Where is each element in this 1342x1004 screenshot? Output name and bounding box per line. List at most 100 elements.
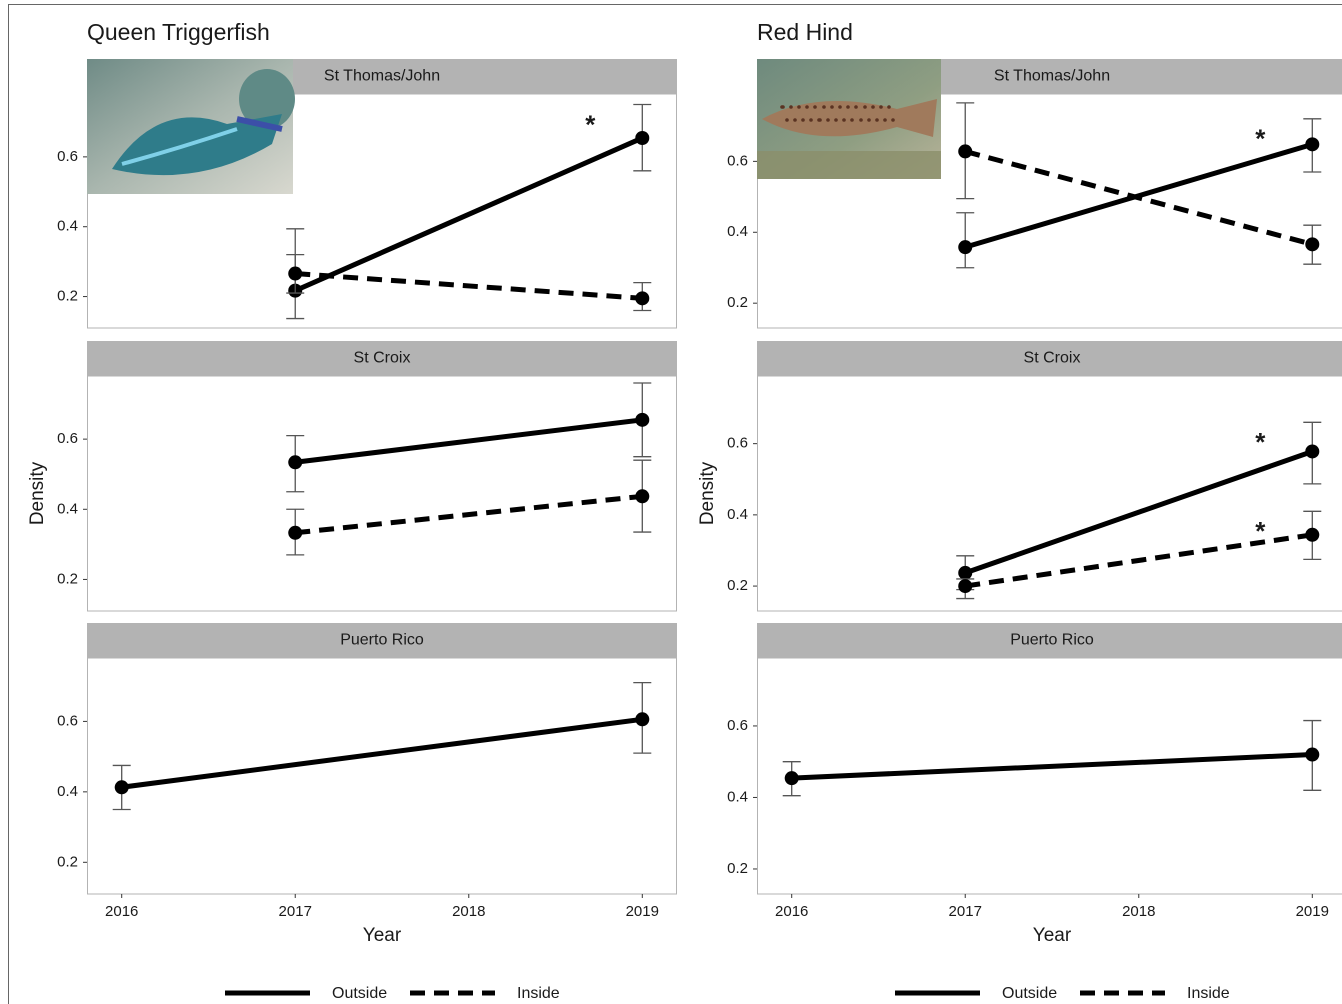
x-axis-label: Year <box>1033 925 1072 946</box>
y-tick-label: 0.2 <box>727 577 748 594</box>
data-point <box>958 579 973 594</box>
series-line <box>294 135 644 293</box>
fish-spot <box>801 118 805 122</box>
fish-spot <box>871 105 875 109</box>
data-point <box>1305 444 1320 459</box>
data-point <box>635 489 650 504</box>
legend-label: Inside <box>517 985 560 1002</box>
y-tick-label: 0.4 <box>57 500 78 517</box>
fish-spot <box>875 118 879 122</box>
fish-spot <box>883 118 887 122</box>
coral <box>239 69 295 129</box>
fish-stripe <box>236 116 283 132</box>
fish-spot <box>854 105 858 109</box>
legend-label: Outside <box>1002 985 1057 1002</box>
fish-spot <box>887 105 891 109</box>
fish-spot <box>879 105 883 109</box>
fish-spot <box>826 118 830 122</box>
fish-spot <box>785 118 789 122</box>
data-point <box>288 525 303 540</box>
y-tick-label: 0.4 <box>57 783 78 800</box>
fish-spot <box>781 105 785 109</box>
data-point <box>958 144 973 159</box>
y-axis-label: Density <box>27 461 48 525</box>
fish-spot <box>863 105 867 109</box>
fish-spot <box>822 105 826 109</box>
series-line <box>964 449 1314 576</box>
fish-spot <box>813 105 817 109</box>
x-axis-label: Year <box>363 925 402 946</box>
reef-floor <box>757 151 941 179</box>
series-line <box>964 532 1313 589</box>
significance-mark: * <box>1255 516 1266 546</box>
data-point <box>288 455 303 470</box>
chart-title: Red Hind <box>757 19 853 45</box>
y-tick-label: 0.6 <box>57 712 78 729</box>
fish-body <box>762 99 937 137</box>
y-tick-label: 0.4 <box>727 788 748 805</box>
plot-panel <box>757 657 1342 895</box>
y-axis-label: Density <box>697 461 718 525</box>
y-tick-label: 0.6 <box>727 717 748 734</box>
y-tick-label: 0.6 <box>727 152 748 169</box>
facet-strip <box>757 341 1342 376</box>
data-point <box>958 565 973 580</box>
fish-spot <box>797 105 801 109</box>
y-tick-label: 0.2 <box>727 294 748 311</box>
fish-photo <box>757 59 941 179</box>
x-tick-label: 2016 <box>105 903 138 920</box>
fish-spot <box>842 118 846 122</box>
data-point <box>1305 237 1320 252</box>
fish-photo <box>87 59 295 194</box>
data-point <box>288 266 303 281</box>
plot-panel <box>87 657 677 895</box>
fish-spot <box>793 118 797 122</box>
series-line <box>295 271 643 301</box>
significance-mark: * <box>1255 427 1266 457</box>
series-line <box>121 716 643 790</box>
chart-title: Queen Triggerfish <box>87 19 270 45</box>
series-line <box>294 493 643 536</box>
x-tick-label: 2018 <box>452 903 485 920</box>
data-point <box>114 780 129 795</box>
facet-strip <box>87 341 677 376</box>
data-point <box>635 131 650 146</box>
facet-label: St Thomas/John <box>994 68 1110 85</box>
legend-label: Inside <box>1187 985 1230 1002</box>
data-point <box>958 240 973 255</box>
fish-stripe <box>121 127 238 166</box>
x-tick-label: 2017 <box>949 903 982 920</box>
x-tick-label: 2019 <box>1296 903 1329 920</box>
series-line <box>294 417 643 465</box>
data-point <box>1305 527 1320 542</box>
fish-spot <box>805 105 809 109</box>
fish-spot <box>830 105 834 109</box>
y-tick-label: 0.2 <box>57 288 78 305</box>
data-point <box>635 291 650 306</box>
frame <box>8 4 1342 1004</box>
x-tick-label: 2018 <box>1122 903 1155 920</box>
facet-label: St Croix <box>354 350 411 367</box>
y-tick-label: 0.4 <box>727 506 748 523</box>
data-point <box>1305 747 1320 762</box>
series-line <box>791 752 1313 781</box>
facet-label: St Croix <box>1024 350 1081 367</box>
legend-label: Outside <box>332 985 387 1002</box>
x-tick-label: 2016 <box>775 903 808 920</box>
fish-spot <box>846 105 850 109</box>
fish-spot <box>859 118 863 122</box>
data-point <box>784 771 799 786</box>
data-point <box>635 712 650 727</box>
x-tick-label: 2019 <box>626 903 659 920</box>
fish-spot <box>818 118 822 122</box>
y-tick-label: 0.2 <box>727 860 748 877</box>
data-point <box>1305 137 1320 152</box>
y-tick-label: 0.4 <box>727 223 748 240</box>
series-line <box>964 149 1313 247</box>
facet-strip <box>87 623 677 658</box>
facet-label: Puerto Rico <box>340 632 424 649</box>
fish-spot <box>809 118 813 122</box>
fish-spot <box>789 105 793 109</box>
fish-body <box>112 114 282 176</box>
y-tick-label: 0.2 <box>57 853 78 870</box>
